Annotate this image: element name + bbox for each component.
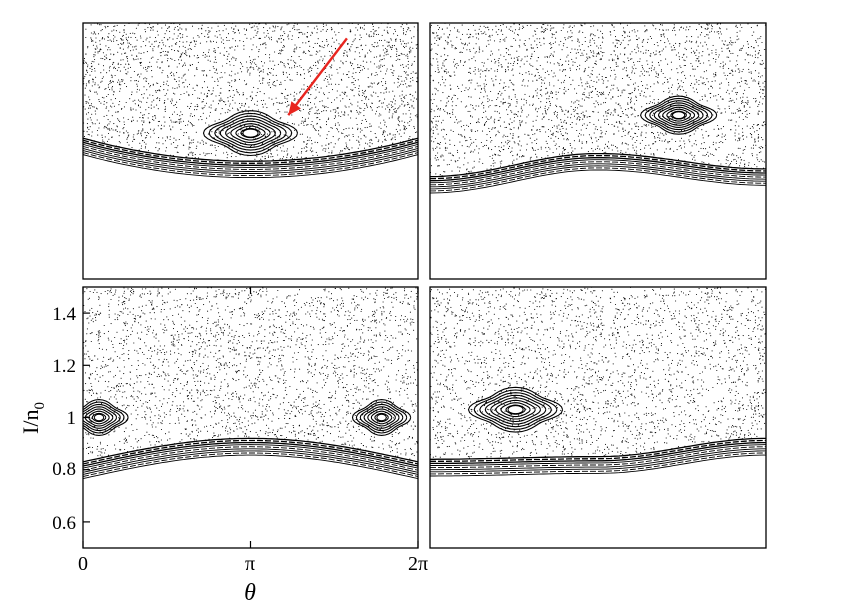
y-axis-label-subscript: 0	[32, 402, 48, 410]
y-tick-label-0.8: 0.8	[52, 459, 76, 480]
x-axis-label: θ	[244, 580, 256, 606]
x-tick-label-pi: π	[245, 553, 255, 575]
y-axis-label-main: I/n	[18, 410, 43, 434]
x-tick-label-2pi: 2π	[408, 553, 428, 575]
y-tick-label-0.6: 0.6	[52, 513, 76, 534]
y-tick-label-1.2: 1.2	[52, 356, 76, 377]
y-tick-label-1: 1	[67, 408, 77, 429]
x-tick-label-0: 0	[78, 553, 88, 575]
y-tick-label-1.4: 1.4	[52, 304, 76, 325]
